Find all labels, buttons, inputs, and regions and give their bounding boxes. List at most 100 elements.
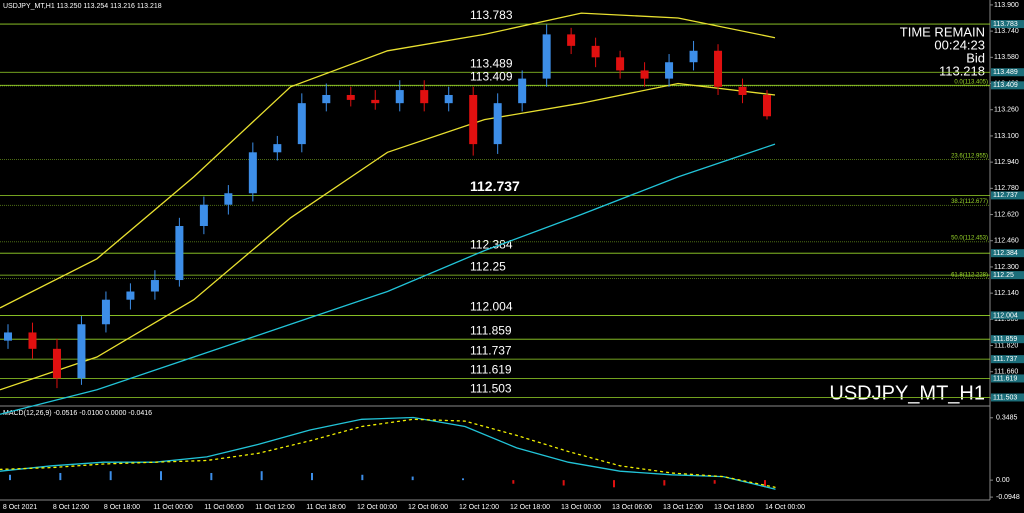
candle-body bbox=[640, 70, 649, 79]
level-tag bbox=[991, 20, 1024, 29]
y-tick-label: 111.660 bbox=[994, 369, 1018, 376]
info: 113.218 bbox=[939, 63, 985, 78]
candle-body bbox=[77, 324, 86, 379]
level-label: 112.384 bbox=[470, 237, 513, 251]
level-tag-label: 112.384 bbox=[993, 250, 1018, 257]
level-tag-label: 111.503 bbox=[993, 394, 1017, 401]
candle-body bbox=[518, 78, 527, 104]
indicator-line bbox=[0, 12, 776, 309]
level-tag-label: 112.004 bbox=[993, 312, 1018, 319]
level-tag bbox=[991, 68, 1024, 77]
y-tick-label: 112.140 bbox=[994, 290, 1019, 297]
macd-line bbox=[0, 416, 776, 490]
x-tick-label: 8 Oct 18:00 bbox=[104, 504, 140, 511]
level-label: 113.489 bbox=[470, 56, 513, 70]
candle-body bbox=[567, 34, 576, 46]
x-tick-label: 12 Oct 18:00 bbox=[510, 504, 550, 511]
x-tick-label: 12 Oct 00:00 bbox=[357, 504, 397, 511]
info: Bid bbox=[966, 50, 985, 65]
level-tag-label: 111.859 bbox=[993, 336, 1017, 343]
level-label: 113.409 bbox=[470, 69, 513, 83]
level-tag-label: 113.783 bbox=[993, 21, 1018, 28]
y-tick-label: 0.3485 bbox=[996, 415, 1018, 422]
x-tick-label: 8 Oct 2021 bbox=[3, 504, 37, 511]
candle-body bbox=[714, 50, 723, 87]
y-tick-label: 113.900 bbox=[994, 2, 1019, 9]
x-tick-label: 11 Oct 06:00 bbox=[204, 504, 244, 511]
level-tag-label: 112.737 bbox=[993, 192, 1018, 199]
level-tag bbox=[991, 355, 1024, 364]
level-tag bbox=[991, 374, 1024, 383]
fib-label: 50.0(112.453) bbox=[951, 235, 988, 241]
x-tick-label: 12 Oct 12:00 bbox=[459, 504, 499, 511]
y-tick-label: 113.740 bbox=[994, 28, 1019, 35]
y-tick-label: 112.460 bbox=[994, 238, 1019, 245]
y-tick-label: 112.940 bbox=[994, 159, 1019, 166]
y-tick-label: 113.100 bbox=[994, 133, 1019, 140]
y-tick-label: 113.580 bbox=[994, 54, 1019, 61]
candle-body bbox=[346, 94, 355, 100]
info: TIME REMAIN bbox=[900, 24, 985, 39]
level-tag-label: 111.619 bbox=[993, 375, 1017, 382]
level-tag-label: 111.737 bbox=[993, 356, 1017, 363]
candle-body bbox=[101, 299, 110, 325]
candle-body bbox=[493, 103, 502, 145]
level-label: 111.503 bbox=[470, 382, 512, 396]
candle-body bbox=[322, 94, 331, 104]
x-tick-label: 8 Oct 12:00 bbox=[53, 504, 89, 511]
level-tag bbox=[991, 81, 1024, 90]
y-tick-label: -0.0948 bbox=[996, 494, 1020, 501]
level-tag bbox=[991, 335, 1024, 344]
candle-body bbox=[444, 94, 453, 104]
candle-body bbox=[224, 193, 233, 205]
fib-label: 23.6(112.955) bbox=[951, 153, 988, 159]
candle-body bbox=[52, 348, 61, 379]
fib-label: 61.8(112.228) bbox=[951, 272, 988, 278]
candle-body bbox=[126, 291, 135, 300]
candle-body bbox=[28, 332, 37, 349]
candle-body bbox=[542, 34, 551, 79]
level-tag bbox=[991, 311, 1024, 320]
candle-body bbox=[273, 144, 282, 153]
level-label: 112.25 bbox=[470, 259, 506, 273]
x-tick-label: 13 Oct 06:00 bbox=[612, 504, 652, 511]
candle-body bbox=[763, 94, 771, 117]
level-label: 113.783 bbox=[470, 8, 513, 22]
indicator-line bbox=[0, 82, 776, 391]
macd-line bbox=[0, 418, 776, 488]
fib-label: 38.2(112.677) bbox=[951, 199, 988, 205]
y-tick-label: 113.260 bbox=[994, 107, 1019, 114]
level-tag-label: 112.25 bbox=[993, 272, 1014, 279]
y-tick-label: 112.780 bbox=[994, 185, 1019, 192]
y-tick-label: 111.820 bbox=[994, 342, 1018, 349]
x-tick-label: 13 Oct 00:00 bbox=[561, 504, 601, 511]
level-label: 112.004 bbox=[470, 300, 513, 314]
x-tick-label: 13 Oct 18:00 bbox=[714, 504, 754, 511]
candle-body bbox=[248, 152, 257, 194]
level-label: 112.737 bbox=[470, 178, 520, 194]
candle-body bbox=[665, 62, 674, 79]
level-tag bbox=[991, 271, 1024, 280]
level-tag bbox=[991, 249, 1024, 258]
info: 00:24:23 bbox=[934, 37, 985, 52]
level-tag bbox=[991, 191, 1024, 200]
x-tick-label: 13 Oct 12:00 bbox=[663, 504, 703, 511]
x-tick-label: 11 Oct 18:00 bbox=[306, 504, 346, 511]
level-tag bbox=[991, 393, 1024, 402]
x-tick-label: 11 Oct 00:00 bbox=[153, 504, 193, 511]
y-tick-label: 112.620 bbox=[994, 211, 1019, 218]
candle-body bbox=[689, 50, 698, 63]
level-label: 111.859 bbox=[470, 323, 512, 337]
x-tick-label: 12 Oct 06:00 bbox=[408, 504, 448, 511]
candle-body bbox=[395, 90, 404, 104]
y-tick-label: 111.980 bbox=[994, 316, 1018, 323]
candle-body bbox=[199, 204, 208, 227]
indicator-line bbox=[0, 143, 776, 415]
chart-title: USDJPY_MT,H1 113.250 113.254 113.216 113… bbox=[3, 3, 162, 10]
candle-body bbox=[591, 45, 600, 58]
macd-title: MACD(12,26,9) -0.0516 -0.0100 0.0000 -0.… bbox=[3, 410, 152, 417]
candle-body bbox=[616, 57, 625, 71]
candle-body bbox=[150, 280, 159, 292]
fib-label: 0.0(113.405) bbox=[954, 80, 988, 86]
